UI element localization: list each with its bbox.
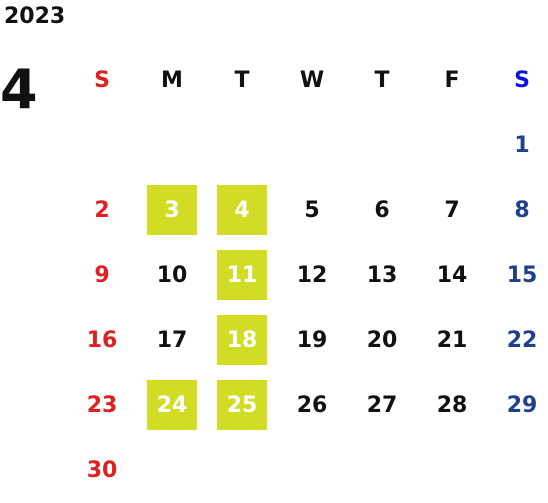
day-cell-4[interactable]: 4 [207, 178, 277, 243]
day-cell-empty [207, 438, 277, 503]
day-highlight [147, 185, 197, 235]
day-cell-empty [67, 113, 137, 178]
day-number: 13 [366, 263, 398, 288]
day-number: 11 [226, 263, 258, 288]
day-number: 16 [86, 328, 118, 353]
day-number: 18 [226, 328, 258, 353]
day-highlight [217, 250, 267, 300]
day-highlight [147, 380, 197, 430]
weekday-saturday: S [514, 68, 530, 93]
day-number: 10 [156, 263, 188, 288]
day-cell-8[interactable]: 8 [487, 178, 548, 243]
day-number: 15 [506, 263, 538, 288]
day-number: 8 [514, 198, 530, 223]
day-number: 7 [444, 198, 460, 223]
day-number: 4 [234, 198, 250, 223]
day-cell-7[interactable]: 7 [417, 178, 487, 243]
day-number: 22 [506, 328, 538, 353]
calendar-grid: S M T W T F S 1 2 3 4 5 6 7 8 9 10 11 12 13 14 15 16 17 1… [67, 48, 548, 503]
day-cell-11[interactable]: 11 [207, 243, 277, 308]
day-number: 25 [226, 393, 258, 418]
day-cell-17[interactable]: 17 [137, 308, 207, 373]
day-cell-empty [137, 438, 207, 503]
day-number: 29 [506, 393, 538, 418]
day-cell-19[interactable]: 19 [277, 308, 347, 373]
day-number: 26 [296, 393, 328, 418]
day-cell-21[interactable]: 21 [417, 308, 487, 373]
weekday-tuesday: T [234, 68, 250, 93]
day-number: 2 [94, 198, 110, 223]
day-cell-12[interactable]: 12 [277, 243, 347, 308]
day-number: 5 [304, 198, 320, 223]
day-cell-empty [347, 113, 417, 178]
day-cell-empty [277, 113, 347, 178]
day-cell-24[interactable]: 24 [137, 373, 207, 438]
day-cell-23[interactable]: 23 [67, 373, 137, 438]
day-cell-14[interactable]: 14 [417, 243, 487, 308]
day-cell-26[interactable]: 26 [277, 373, 347, 438]
day-number: 6 [374, 198, 390, 223]
day-number: 14 [436, 263, 468, 288]
day-highlight [217, 380, 267, 430]
weekday-sunday: S [94, 68, 110, 93]
day-highlight [217, 315, 267, 365]
day-number: 30 [86, 458, 118, 483]
day-number: 12 [296, 263, 328, 288]
day-cell-30[interactable]: 30 [67, 438, 137, 503]
day-cell-18[interactable]: 18 [207, 308, 277, 373]
day-cell-3[interactable]: 3 [137, 178, 207, 243]
day-cell-28[interactable]: 28 [417, 373, 487, 438]
day-number: 3 [164, 198, 180, 223]
day-number: 19 [296, 328, 328, 353]
weekday-thursday: T [374, 68, 390, 93]
day-cell-empty [417, 438, 487, 503]
day-cell-27[interactable]: 27 [347, 373, 417, 438]
day-cell-29[interactable]: 29 [487, 373, 548, 438]
day-cell-empty [137, 113, 207, 178]
weekday-monday: M [161, 68, 183, 93]
day-cell-13[interactable]: 13 [347, 243, 417, 308]
day-number: 17 [156, 328, 188, 353]
day-cell-9[interactable]: 9 [67, 243, 137, 308]
day-cell-1[interactable]: 1 [487, 113, 548, 178]
day-cell-10[interactable]: 10 [137, 243, 207, 308]
day-cell-empty [207, 113, 277, 178]
calendar-month: 4 [0, 58, 38, 121]
day-cell-empty [487, 438, 548, 503]
day-cell-2[interactable]: 2 [67, 178, 137, 243]
day-highlight [217, 185, 267, 235]
day-cell-20[interactable]: 20 [347, 308, 417, 373]
day-cell-empty [277, 438, 347, 503]
day-number: 28 [436, 393, 468, 418]
day-cell-6[interactable]: 6 [347, 178, 417, 243]
day-number: 27 [366, 393, 398, 418]
weekday-friday: F [444, 68, 460, 93]
calendar-year: 2023 [4, 4, 66, 29]
day-cell-empty [347, 438, 417, 503]
day-cell-15[interactable]: 15 [487, 243, 548, 308]
day-number: 20 [366, 328, 398, 353]
day-number: 24 [156, 393, 188, 418]
day-number: 21 [436, 328, 468, 353]
day-cell-5[interactable]: 5 [277, 178, 347, 243]
day-number: 9 [94, 263, 110, 288]
day-cell-25[interactable]: 25 [207, 373, 277, 438]
day-cell-16[interactable]: 16 [67, 308, 137, 373]
day-number: 1 [514, 133, 530, 158]
weekday-wednesday: W [299, 68, 325, 93]
day-cell-22[interactable]: 22 [487, 308, 548, 373]
day-cell-empty [417, 113, 487, 178]
day-number: 23 [86, 393, 118, 418]
